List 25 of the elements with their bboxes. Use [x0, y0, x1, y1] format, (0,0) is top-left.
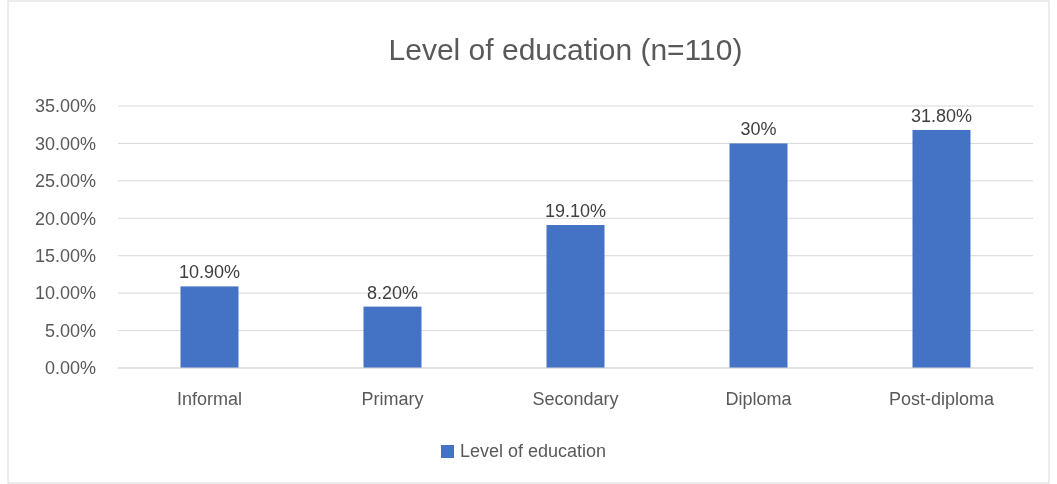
data-label: 19.10%: [544, 201, 607, 222]
bar: [363, 306, 422, 368]
x-tick-label: Informal: [176, 389, 243, 409]
y-tick-label: 15.00%: [34, 246, 96, 267]
x-tick-label: Primary: [361, 389, 424, 409]
data-label: 10.90%: [178, 262, 241, 283]
legend-label: Level of education: [460, 441, 607, 462]
bar: [546, 225, 605, 368]
chart-title: Level of education (n=110): [388, 33, 743, 66]
y-tick-label: 5.00%: [44, 320, 96, 341]
bar: [180, 286, 239, 368]
x-tick-label: Diploma: [725, 389, 793, 409]
y-tick-label: 10.00%: [34, 283, 96, 304]
data-label: 30%: [740, 119, 777, 140]
y-tick-label: 0.00%: [44, 358, 96, 379]
x-tick-label: Secondary: [532, 389, 619, 409]
x-tick-label: Post-diploma: [888, 389, 996, 409]
y-tick-label: 25.00%: [34, 171, 96, 192]
y-tick-label: 20.00%: [34, 208, 96, 229]
data-label: 31.80%: [910, 105, 973, 126]
bar: [912, 129, 971, 368]
bar: [729, 143, 788, 368]
y-tick-label: 30.00%: [34, 133, 96, 154]
y-tick-label: 35.00%: [34, 96, 96, 117]
data-label: 8.20%: [366, 282, 419, 303]
